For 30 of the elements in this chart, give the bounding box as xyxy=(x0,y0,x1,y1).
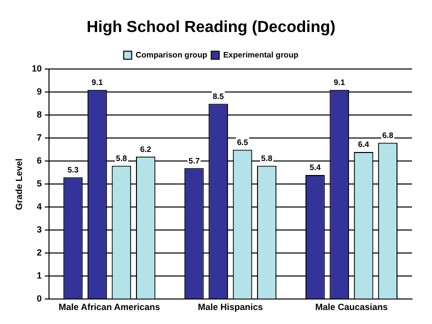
data-label: 6.2 xyxy=(140,144,152,154)
legend-label: Comparison group xyxy=(136,50,208,60)
y-tick-label: 9 xyxy=(36,86,42,97)
x-tick-label: Male Hispanics xyxy=(198,302,263,312)
data-label: 6.8 xyxy=(382,131,394,140)
y-tick-label: 10 xyxy=(32,64,42,74)
y-tick-label: 1 xyxy=(36,270,42,281)
y-tick-label: 3 xyxy=(36,224,42,235)
y-tick-label: 7 xyxy=(36,132,42,143)
data-label: 5.8 xyxy=(116,154,128,164)
y-tick-label: 2 xyxy=(36,248,42,258)
data-label: 6.4 xyxy=(358,140,370,150)
data-label: 9.1 xyxy=(334,78,346,88)
y-tick-label: 4 xyxy=(36,202,42,212)
y-tick-label: 5 xyxy=(36,178,42,189)
y-tick-label: 0 xyxy=(36,294,42,304)
data-label: 5.4 xyxy=(310,163,322,172)
y-axis-title: Grade Level xyxy=(14,158,24,210)
data-label: 5.3 xyxy=(67,166,80,175)
data-label: 5.7 xyxy=(188,156,200,166)
chart-title: High School Reading (Decoding) xyxy=(86,19,336,36)
data-label: 9.1 xyxy=(92,78,104,88)
x-tick-label: Male Caucasians xyxy=(315,302,388,312)
legend-label: Experimental group xyxy=(223,50,298,60)
y-tick-label: 6 xyxy=(36,156,42,166)
data-label: 5.8 xyxy=(261,154,273,164)
y-tick-label: 8 xyxy=(36,110,42,120)
data-label: 8.5 xyxy=(212,92,224,101)
data-label: 6.5 xyxy=(236,138,249,147)
x-tick-label: Male African Americans xyxy=(58,302,160,312)
